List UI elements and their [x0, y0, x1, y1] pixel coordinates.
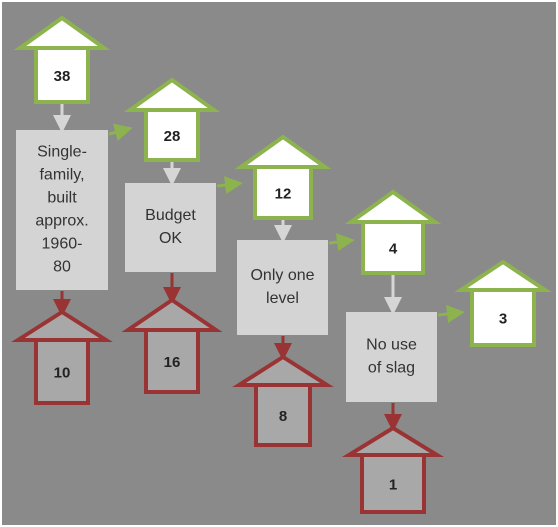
criterion: Single-family, built approx. 1960- 80 [16, 130, 108, 290]
house-count: 38 [54, 68, 71, 85]
criterion: No use of slag [346, 312, 437, 402]
excluded-house: 8 [232, 354, 334, 447]
criterion-text: No use [366, 337, 417, 354]
remaining-house: 3 [454, 259, 552, 347]
criterion: Only one level [237, 240, 328, 335]
house-count: 28 [164, 128, 181, 145]
house-count: 10 [54, 364, 71, 381]
house-body [470, 288, 536, 347]
criterion-text: built [47, 190, 77, 207]
house-body [144, 108, 200, 162]
remaining-house: 4 [344, 189, 442, 275]
criterion-text: approx. [35, 213, 88, 230]
criterion-text: level [266, 290, 299, 307]
house-count: 1 [389, 476, 397, 493]
house-body [253, 165, 313, 220]
excluded-house: 10 [11, 309, 113, 405]
house-body [361, 220, 425, 275]
criterion-text: 80 [53, 259, 71, 276]
house-body [144, 328, 200, 394]
house-body [360, 453, 426, 514]
remaining-house: 38 [13, 15, 111, 104]
criterion-box [346, 312, 437, 402]
house-count: 8 [279, 408, 287, 425]
house-body [254, 383, 312, 447]
criterion: Budget OK [125, 183, 216, 272]
arrows [53, 103, 465, 432]
house-count: 12 [275, 185, 292, 202]
criterion-box [16, 130, 108, 290]
criterion-text: Budget [145, 207, 196, 224]
criterion-box [125, 183, 216, 272]
criterion-box [237, 240, 328, 335]
excluded-house: 1 [341, 425, 445, 514]
criterion-text: Only one [250, 267, 314, 284]
house-body [34, 46, 90, 104]
criterion-text: Single- [37, 144, 87, 161]
remaining-house: 28 [123, 77, 221, 162]
criterion-text: family, [39, 167, 84, 184]
house-count: 4 [389, 240, 398, 257]
house-count: 16 [164, 354, 181, 371]
criterion-text: of slag [368, 360, 415, 377]
excluded-house: 16 [121, 297, 223, 394]
remaining-house: 12 [234, 134, 332, 220]
criterion-text: OK [159, 230, 182, 247]
house-count: 3 [499, 310, 507, 327]
house-body [34, 338, 90, 405]
criterion-text: 1960- [42, 236, 83, 253]
